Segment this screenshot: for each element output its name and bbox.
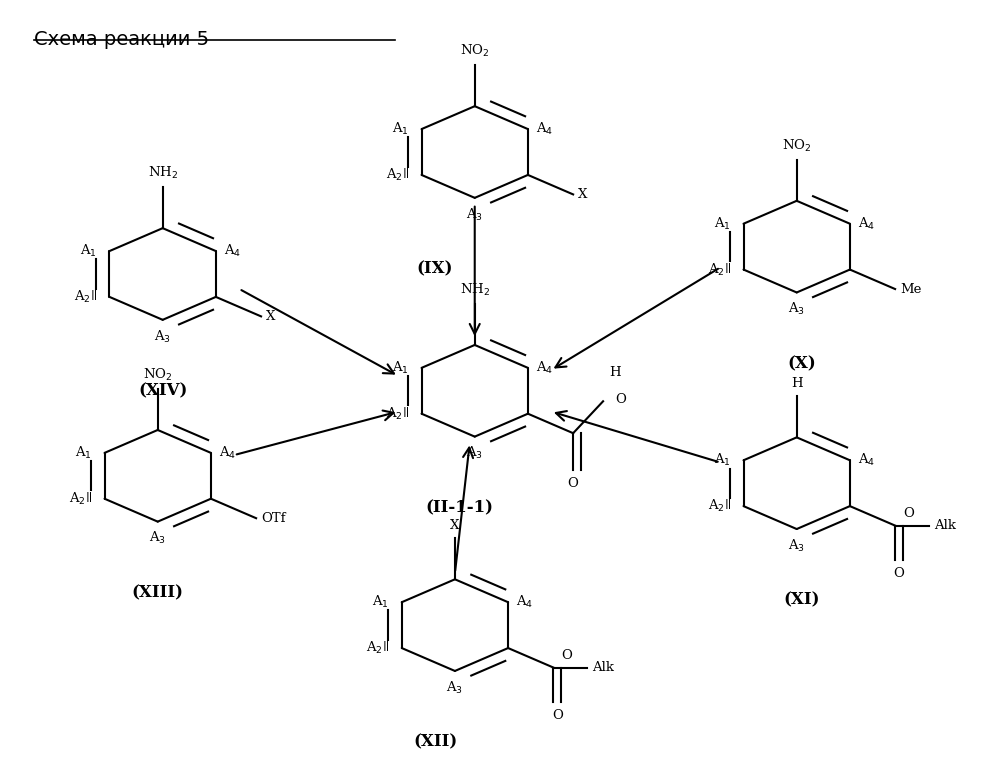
Text: (XIV): (XIV) [138, 382, 188, 400]
Text: A$_2$ǁ: A$_2$ǁ [69, 491, 92, 506]
Text: (II-1-1): (II-1-1) [426, 500, 494, 516]
Text: X: X [266, 310, 276, 323]
Text: Me: Me [900, 282, 921, 295]
Text: A$_4$: A$_4$ [535, 360, 552, 376]
Text: A$_2$ǁ: A$_2$ǁ [366, 640, 389, 656]
Text: A$_4$: A$_4$ [857, 452, 875, 469]
Text: X: X [451, 519, 460, 532]
Text: X: X [578, 188, 587, 201]
Text: NH$_2$: NH$_2$ [148, 165, 178, 181]
Text: A$_1$: A$_1$ [714, 452, 730, 469]
Text: Alk: Alk [934, 519, 956, 532]
Text: (XI): (XI) [783, 592, 820, 609]
Text: A$_1$: A$_1$ [392, 360, 409, 376]
Text: A$_3$: A$_3$ [788, 537, 805, 554]
Text: A$_4$: A$_4$ [857, 216, 875, 232]
Text: O: O [561, 649, 572, 662]
Text: A$_4$: A$_4$ [515, 594, 532, 610]
Text: A$_1$: A$_1$ [392, 121, 409, 137]
Text: (IX): (IX) [417, 260, 454, 278]
Text: O: O [551, 709, 562, 722]
Text: A$_2$ǁ: A$_2$ǁ [386, 406, 409, 422]
Text: A$_4$: A$_4$ [219, 445, 236, 461]
Text: H: H [609, 366, 620, 379]
Text: A$_1$: A$_1$ [80, 243, 97, 259]
Text: A$_2$ǁ: A$_2$ǁ [707, 261, 730, 278]
Text: A$_1$: A$_1$ [372, 594, 389, 610]
Text: A$_4$: A$_4$ [224, 243, 241, 259]
Text: Схема реакции 5: Схема реакции 5 [34, 30, 209, 49]
Text: O: O [567, 477, 578, 491]
Text: NO$_2$: NO$_2$ [460, 43, 490, 59]
Text: A$_3$: A$_3$ [149, 531, 166, 547]
Text: A$_2$ǁ: A$_2$ǁ [707, 498, 730, 514]
Text: NO$_2$: NO$_2$ [143, 366, 173, 383]
Text: A$_3$: A$_3$ [467, 445, 484, 461]
Text: A$_1$: A$_1$ [714, 216, 730, 232]
Text: A$_3$: A$_3$ [447, 680, 464, 696]
Text: OTf: OTf [261, 512, 286, 525]
Text: (X): (X) [787, 355, 816, 372]
Text: NH$_2$: NH$_2$ [460, 282, 490, 298]
Text: O: O [615, 394, 625, 407]
Text: A$_2$ǁ: A$_2$ǁ [386, 167, 409, 183]
Text: H: H [791, 377, 802, 390]
Text: A$_3$: A$_3$ [467, 207, 484, 223]
Text: A$_4$: A$_4$ [535, 121, 552, 137]
Text: A$_2$ǁ: A$_2$ǁ [74, 289, 97, 305]
Text: A$_3$: A$_3$ [154, 329, 171, 344]
Text: O: O [894, 567, 904, 581]
Text: NO$_2$: NO$_2$ [782, 138, 811, 154]
Text: O: O [903, 506, 914, 519]
Text: A$_3$: A$_3$ [788, 301, 805, 317]
Text: Alk: Alk [592, 661, 614, 674]
Text: (XII): (XII) [413, 734, 458, 751]
Text: A$_1$: A$_1$ [75, 445, 92, 461]
Text: (XIII): (XIII) [132, 584, 184, 602]
